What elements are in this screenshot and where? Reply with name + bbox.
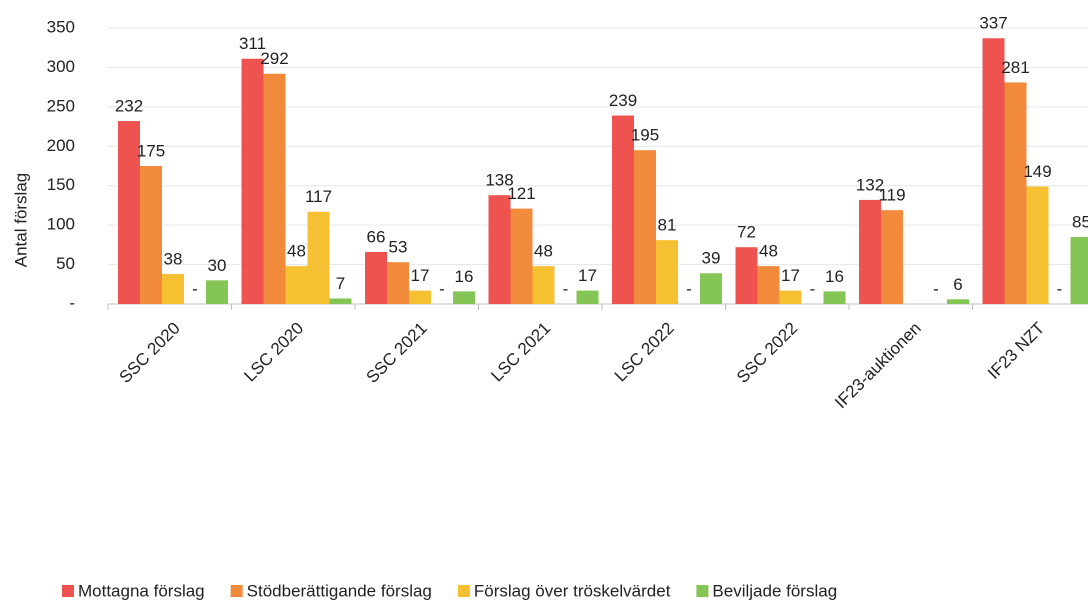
bar (823, 291, 846, 304)
value-label: 48 (287, 242, 306, 261)
x-tick-label: LSC 2022 (611, 319, 678, 386)
value-label: - (439, 279, 445, 298)
value-label: - (563, 279, 569, 298)
value-label: 38 (164, 250, 183, 269)
x-tick-label: LSC 2020 (240, 319, 307, 386)
bar (859, 199, 881, 304)
x-tick-label: SSC 2020 (116, 319, 184, 387)
bar (285, 266, 308, 304)
bar (206, 280, 228, 304)
value-label: 7 (336, 274, 345, 293)
x-tick-label: IF23 NZT (984, 319, 1048, 383)
value-label: 281 (1001, 58, 1029, 77)
value-label: 72 (737, 223, 756, 242)
value-label: 337 (979, 14, 1007, 33)
y-tick-label: - (69, 293, 75, 312)
value-label: 292 (260, 49, 288, 68)
legend-label: Beviljade förslag (712, 581, 837, 600)
legend-label: Stödberättigande förslag (247, 581, 432, 600)
value-label: 138 (485, 171, 513, 190)
y-tick-label: 100 (47, 215, 75, 234)
value-label: 16 (825, 267, 844, 286)
bar (1070, 236, 1088, 304)
value-label: - (933, 279, 939, 298)
bar (612, 115, 634, 304)
bar (700, 273, 722, 304)
bar (881, 210, 903, 304)
bar (735, 247, 758, 304)
value-label: 48 (759, 242, 778, 261)
x-tick-label: SSC 2021 (363, 319, 431, 387)
value-label: - (192, 279, 198, 298)
value-label: 117 (305, 187, 332, 206)
bar (329, 298, 352, 304)
value-label: 232 (115, 97, 143, 116)
value-label: 119 (878, 186, 905, 205)
value-label: 17 (781, 266, 800, 285)
value-label: 149 (1023, 162, 1051, 181)
value-label: 16 (455, 267, 474, 286)
value-label: 85 (1072, 212, 1088, 231)
bar (307, 211, 330, 304)
bar (162, 274, 184, 304)
value-label: 30 (208, 256, 227, 275)
bar (409, 290, 431, 304)
value-label: 81 (658, 216, 677, 235)
y-tick-label: 250 (47, 96, 75, 115)
legend-swatch (62, 585, 74, 597)
y-tick-label: 200 (47, 136, 75, 155)
x-tick-label: LSC 2021 (487, 319, 554, 386)
value-label: 6 (953, 275, 962, 294)
value-label: 121 (507, 184, 535, 203)
bar (757, 266, 780, 304)
value-label: 17 (411, 266, 430, 285)
bar (453, 291, 475, 304)
bar (140, 166, 162, 304)
legend-label: Mottagna förslag (78, 581, 205, 600)
bar (779, 290, 802, 304)
y-tick-label: 300 (47, 57, 75, 76)
value-label: - (686, 279, 692, 298)
value-label: 66 (367, 227, 386, 246)
bar (634, 150, 656, 304)
value-label: 132 (856, 175, 884, 194)
bar (488, 195, 511, 304)
bar (387, 262, 409, 304)
bar (263, 73, 286, 304)
bar (532, 266, 555, 304)
value-label: 311 (239, 34, 266, 53)
x-tick-label: SSC 2022 (733, 319, 801, 387)
value-label: 175 (137, 141, 165, 160)
legend-swatch (457, 585, 470, 597)
legend-swatch (230, 585, 243, 597)
y-tick-label: 350 (47, 17, 75, 36)
y-tick-label: 50 (56, 254, 75, 273)
bar (365, 251, 387, 304)
y-tick-label: 150 (47, 175, 75, 194)
value-label: 195 (631, 126, 659, 145)
value-label: - (810, 279, 816, 298)
x-tick-label: IF23-auktionen (831, 319, 925, 413)
legend-swatch (696, 585, 709, 597)
bar (1026, 186, 1049, 304)
value-label: 39 (702, 249, 721, 268)
bar (1004, 82, 1027, 304)
bar (947, 299, 969, 304)
legend-label: Förslag över tröskelvärdet (474, 581, 671, 600)
value-label: 53 (389, 238, 408, 257)
bar (241, 58, 264, 304)
value-label: 239 (609, 91, 637, 110)
bar (576, 290, 599, 304)
bar (982, 38, 1005, 304)
y-axis-label: Antal förslag (11, 173, 30, 268)
bar (656, 240, 678, 304)
value-label: 48 (534, 242, 553, 261)
value-label: 17 (578, 266, 597, 285)
bar (510, 208, 533, 304)
bar (118, 121, 140, 305)
value-label: - (1057, 279, 1063, 298)
